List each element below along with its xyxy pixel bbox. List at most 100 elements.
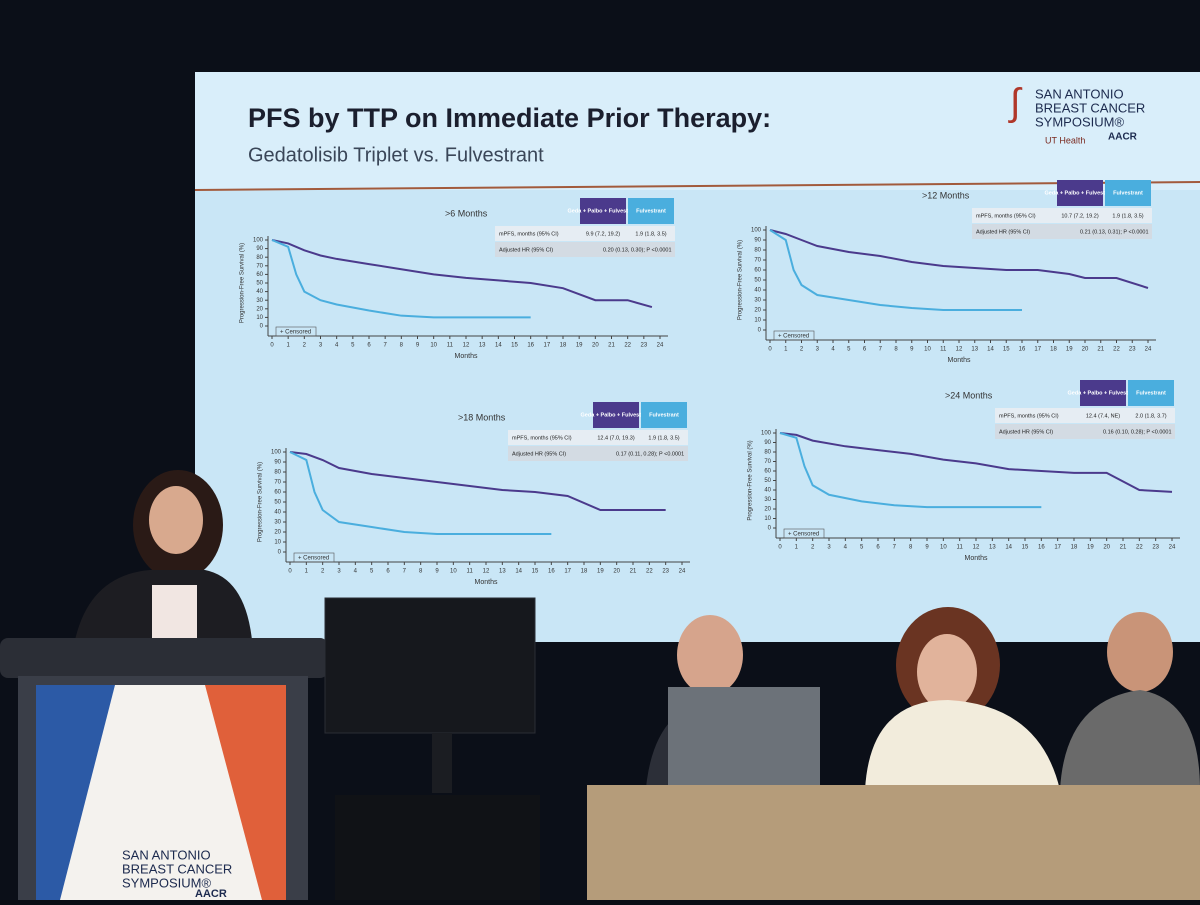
y-tick-label: 30	[754, 298, 761, 304]
censored-box	[293, 552, 335, 563]
table-row	[995, 424, 1175, 439]
x-tick-label: 11	[940, 347, 947, 353]
podium-text: SYMPOSIUM®	[122, 875, 211, 890]
x-tick-label: 20	[1103, 545, 1110, 551]
monitor-stand	[432, 733, 452, 793]
y-tick-label: 0	[278, 550, 282, 556]
table-cell: Adjusted HR (95% CI)	[512, 451, 566, 457]
panelist-body	[1060, 690, 1200, 790]
x-tick-label: 22	[624, 343, 631, 349]
km-curve	[779, 432, 1173, 493]
logo-text: BREAST CANCER	[1035, 100, 1145, 115]
x-tick-label: 21	[630, 569, 637, 575]
x-tick-label: 21	[608, 343, 615, 349]
km-curve	[779, 432, 1042, 509]
table-cell: 0.21 (0.13, 0.31); P <0.0001	[1080, 229, 1149, 235]
table-row	[972, 224, 1152, 239]
km-curve	[271, 239, 653, 309]
y-tick-label: 40	[764, 488, 771, 494]
table-cell: mPFS, months (95% CI)	[512, 435, 572, 441]
y-tick-label: 90	[256, 246, 263, 252]
y-tick-label: 50	[764, 478, 771, 484]
x-tick-label: 18	[581, 569, 588, 575]
x-tick-label: 21	[1097, 347, 1104, 353]
y-tick-label: 10	[274, 540, 281, 546]
y-tick-label: 40	[754, 288, 761, 294]
table-header: Geda + Palbo + Fulvestrant	[568, 208, 639, 214]
y-tick-label: 30	[764, 497, 771, 503]
x-tick-label: 9	[910, 347, 914, 353]
table-header-cell	[593, 402, 639, 428]
censored-box	[773, 330, 815, 341]
x-tick-label: 14	[987, 347, 994, 353]
censored-box	[275, 326, 317, 337]
panelist-head	[1107, 612, 1173, 692]
y-tick-label: 10	[764, 516, 771, 522]
monitor-box	[335, 795, 540, 900]
y-tick-label: 0	[260, 324, 264, 330]
x-tick-label: 10	[430, 343, 437, 349]
x-axis-label: Months	[948, 357, 971, 364]
x-tick-label: 24	[1169, 545, 1176, 551]
km-curve	[769, 229, 1022, 311]
table-header: Fulvestrant	[636, 208, 666, 214]
y-tick-label: 100	[253, 238, 264, 244]
tablecloth	[587, 785, 1200, 900]
x-tick-label: 9	[435, 569, 439, 575]
y-tick-label: 20	[764, 507, 771, 513]
x-tick-label: 22	[1113, 347, 1120, 353]
table-cell: Adjusted HR (95% CI)	[499, 247, 553, 253]
table-header-cell	[1105, 180, 1151, 206]
y-tick-label: 90	[764, 440, 771, 446]
x-tick-label: 2	[800, 347, 804, 353]
x-tick-label: 3	[827, 545, 831, 551]
y-tick-label: 20	[274, 530, 281, 536]
table-header: Fulvestrant	[649, 412, 679, 418]
x-tick-label: 24	[657, 343, 664, 349]
table-header-cell	[1128, 380, 1174, 406]
x-tick-label: 7	[879, 347, 883, 353]
y-tick-label: 90	[274, 460, 281, 466]
x-tick-label: 18	[560, 343, 567, 349]
x-tick-label: 20	[592, 343, 599, 349]
table-cell: mPFS, months (95% CI)	[999, 413, 1059, 419]
logo-partner: AACR	[1108, 132, 1138, 143]
x-tick-label: 9	[416, 343, 420, 349]
x-tick-label: 14	[495, 343, 502, 349]
x-tick-label: 0	[778, 545, 782, 551]
x-tick-label: 4	[844, 545, 848, 551]
y-tick-label: 100	[751, 228, 762, 234]
y-tick-label: 20	[754, 308, 761, 314]
x-tick-label: 0	[288, 569, 292, 575]
table-cell: 1.9 (1.8, 3.5)	[1112, 213, 1143, 219]
table-header: Fulvestrant	[1136, 390, 1166, 396]
panelist-head	[677, 615, 743, 695]
x-axis-label: Months	[475, 579, 498, 586]
x-tick-label: 10	[924, 347, 931, 353]
podium-stripe	[205, 685, 286, 900]
table-header-cell	[628, 198, 674, 224]
table-cell: 10.7 (7.2, 19.2)	[1061, 213, 1098, 219]
x-tick-label: 18	[1071, 545, 1078, 551]
monitor	[324, 597, 536, 734]
y-tick-label: 70	[754, 258, 761, 264]
censored-box	[783, 528, 825, 539]
x-tick-label: 0	[768, 347, 772, 353]
table-header-cell	[641, 402, 687, 428]
table-row	[995, 408, 1175, 423]
x-tick-label: 7	[383, 343, 387, 349]
x-tick-label: 4	[354, 569, 358, 575]
logo-text: SYMPOSIUM®	[1035, 114, 1124, 129]
table-row	[972, 208, 1152, 223]
y-tick-label: 0	[768, 526, 772, 532]
y-axis-label: Progression-Free Survival (%)	[748, 440, 754, 520]
y-tick-label: 90	[754, 238, 761, 244]
table-header: Fulvestrant	[1113, 190, 1143, 196]
x-tick-label: 15	[1022, 545, 1029, 551]
table-cell: 0.20 (0.13, 0.30); P <0.0001	[603, 247, 672, 253]
x-tick-label: 12	[973, 545, 980, 551]
y-tick-label: 30	[274, 520, 281, 526]
x-tick-label: 22	[646, 569, 653, 575]
y-tick-label: 80	[274, 470, 281, 476]
x-tick-label: 12	[956, 347, 963, 353]
